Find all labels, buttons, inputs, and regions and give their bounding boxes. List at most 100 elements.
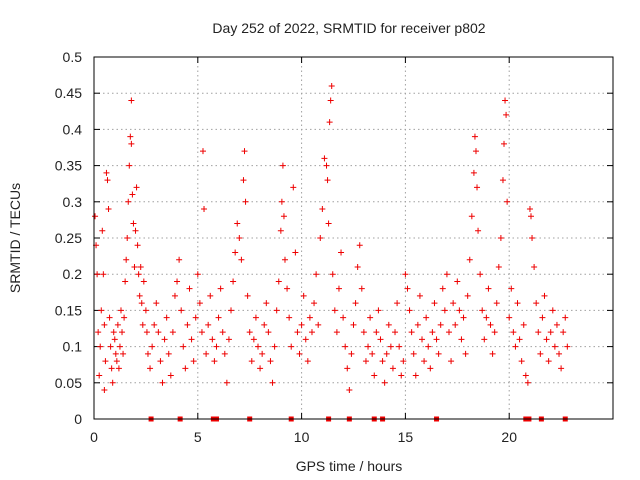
data-point bbox=[234, 220, 241, 227]
data-point bbox=[151, 321, 158, 328]
data-point bbox=[153, 300, 160, 307]
data-point bbox=[402, 271, 409, 278]
data-point bbox=[499, 177, 506, 184]
data-point bbox=[483, 314, 490, 321]
data-point bbox=[219, 329, 226, 336]
data-point bbox=[125, 198, 132, 205]
data-point bbox=[286, 314, 293, 321]
data-point bbox=[211, 358, 218, 365]
data-point bbox=[524, 379, 531, 386]
data-point bbox=[493, 300, 500, 307]
data-point bbox=[443, 271, 450, 278]
data-point bbox=[508, 285, 515, 292]
data-point bbox=[539, 314, 546, 321]
data-point bbox=[163, 314, 170, 321]
data-point bbox=[135, 271, 142, 278]
data-point bbox=[108, 365, 115, 372]
axis-ticks: 0 0.05 0.1 0.15 0.2 0.25 0.3 0.35 0.4 0.45 0.5 0 5 10… bbox=[55, 49, 613, 445]
data-point bbox=[433, 336, 440, 343]
data-point bbox=[192, 314, 199, 321]
data-point bbox=[456, 307, 463, 314]
data-point bbox=[414, 321, 421, 328]
x-tick-label: 5 bbox=[194, 429, 202, 445]
data-point bbox=[331, 307, 338, 314]
data-point bbox=[265, 329, 272, 336]
data-point bbox=[506, 314, 513, 321]
data-point bbox=[98, 307, 105, 314]
data-point bbox=[556, 350, 563, 357]
data-point bbox=[560, 329, 567, 336]
data-point bbox=[147, 365, 154, 372]
data-point bbox=[97, 343, 104, 350]
data-point bbox=[128, 97, 135, 104]
data-point bbox=[242, 198, 249, 205]
data-point bbox=[344, 365, 351, 372]
data-point bbox=[96, 372, 103, 379]
data-point bbox=[300, 292, 307, 299]
data-point bbox=[100, 271, 107, 278]
data-point bbox=[520, 321, 527, 328]
data-point bbox=[122, 278, 129, 285]
data-point bbox=[102, 358, 109, 365]
data-point bbox=[375, 307, 382, 314]
data-point bbox=[454, 278, 461, 285]
data-point bbox=[387, 343, 394, 350]
y-tick-label: 0.05 bbox=[55, 375, 82, 391]
data-point bbox=[471, 133, 478, 140]
data-point bbox=[139, 321, 146, 328]
data-point bbox=[371, 372, 378, 379]
data-point bbox=[491, 329, 498, 336]
data-point bbox=[230, 278, 237, 285]
data-point bbox=[362, 358, 369, 365]
data-point bbox=[394, 300, 401, 307]
data-point bbox=[466, 256, 473, 263]
data-point bbox=[157, 358, 164, 365]
data-point bbox=[240, 177, 247, 184]
data-point bbox=[439, 285, 446, 292]
data-point bbox=[512, 343, 519, 350]
data-point bbox=[165, 350, 172, 357]
data-point bbox=[365, 343, 372, 350]
data-point bbox=[124, 235, 131, 241]
data-point bbox=[410, 350, 417, 357]
data-point bbox=[149, 343, 156, 350]
data-point bbox=[292, 249, 299, 256]
data-point bbox=[250, 336, 257, 343]
data-point bbox=[126, 162, 133, 169]
data-point bbox=[201, 206, 208, 213]
data-point bbox=[275, 278, 282, 285]
data-point bbox=[487, 321, 494, 328]
data-point bbox=[354, 263, 361, 270]
data-point bbox=[514, 300, 521, 307]
data-point bbox=[223, 379, 230, 386]
data-point bbox=[348, 350, 355, 357]
y-tick-label: 0.3 bbox=[63, 194, 83, 210]
data-point bbox=[383, 350, 390, 357]
data-point bbox=[531, 263, 538, 270]
data-point bbox=[350, 321, 357, 328]
data-point bbox=[174, 278, 181, 285]
data-point bbox=[502, 97, 509, 104]
y-tick-label: 0.45 bbox=[55, 85, 82, 101]
data-point bbox=[329, 271, 336, 278]
data-point bbox=[142, 307, 149, 314]
data-point bbox=[188, 336, 195, 343]
data-point bbox=[101, 321, 108, 328]
data-point bbox=[533, 300, 540, 307]
data-point bbox=[143, 329, 150, 336]
data-point bbox=[114, 321, 121, 328]
y-axis-label: SRMTID / TECUs bbox=[7, 183, 23, 293]
data-point bbox=[133, 184, 140, 191]
data-point bbox=[367, 314, 374, 321]
data-point bbox=[123, 256, 130, 263]
chart-title: Day 252 of 2022, SRMTID for receiver p80… bbox=[212, 20, 485, 36]
data-point bbox=[101, 387, 108, 394]
data-point bbox=[167, 372, 174, 379]
data-point bbox=[429, 329, 436, 336]
data-point bbox=[279, 162, 286, 169]
data-point bbox=[106, 314, 113, 321]
data-point bbox=[404, 285, 411, 292]
data-point bbox=[412, 372, 419, 379]
data-point bbox=[144, 350, 151, 357]
y-tick-label: 0.5 bbox=[63, 49, 83, 65]
